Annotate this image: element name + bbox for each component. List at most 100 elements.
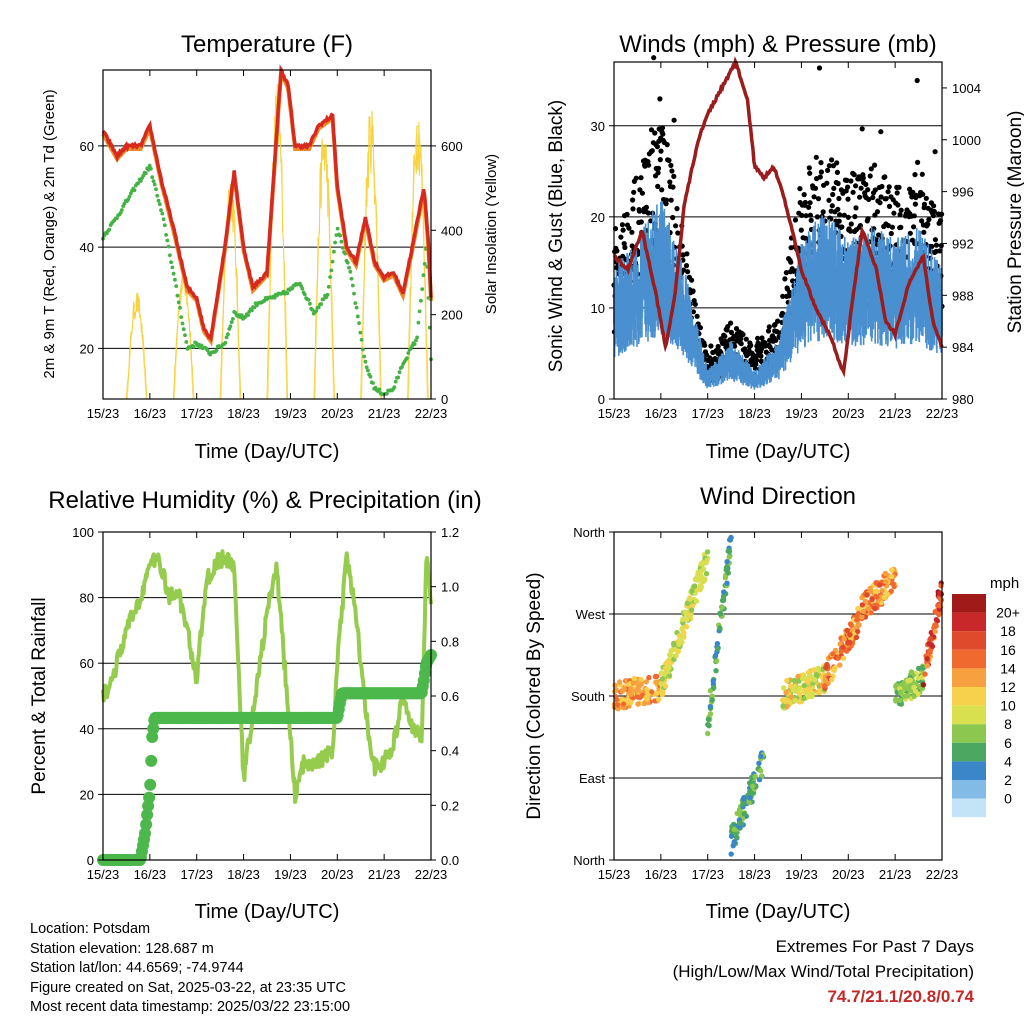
dewpoint-point [169,260,174,265]
gust-point [878,129,884,135]
direction-point [860,608,866,614]
direction-point [666,652,673,658]
direction-point [815,665,821,671]
humidity-left-ticks: 0 20 40 60 80 100 [72,525,103,868]
direction-point [924,656,930,662]
direction-point [705,722,711,728]
solar-insolation-line [125,292,148,400]
dewpoint-point [364,365,369,370]
dewpoint-point [349,276,354,281]
direction-point [855,610,862,617]
direction-point [728,851,734,857]
dewpoint-point [180,321,185,326]
dewpoint-point [335,226,340,231]
legend-label: 16 [1000,642,1016,658]
direction-point [733,834,740,840]
gust-point [620,227,626,233]
direction-point [612,682,618,688]
direction-point [847,632,853,638]
direction-point [635,701,641,707]
y2-tick-label: 1000 [952,133,981,148]
figure-created: Figure created on Sat, 2025-03-22, at 23… [30,979,346,996]
gust-point [759,335,765,341]
gust-point [732,343,738,349]
y2-tick-label: 0.0 [441,853,459,868]
gust-point [681,267,687,273]
dewpoint-point [339,239,344,244]
gust-point [669,168,675,174]
gust-point [655,183,661,189]
direction-point [928,642,935,648]
y2-tick-label: 992 [952,236,974,251]
direction-point [699,560,705,567]
gust-point [683,263,690,269]
direction-point [680,616,686,622]
y2-tick-label: 0 [441,392,448,407]
gust-point [614,248,620,254]
gust-point [836,218,842,224]
dewpoint-point [422,262,427,266]
gust-point [657,96,663,102]
gust-point [775,318,781,324]
gust-point [806,204,812,210]
direction-point [698,568,704,575]
humidity-x-ticks: 15/23 16/23 17/23 18/23 19/23 20/23 21/23 22/23 [87,532,447,882]
direction-point [810,667,816,673]
temperature-x-ticks: 15/23 16/23 17/23 18/23 19/23 20/23 21/23 22/23 [87,70,447,421]
gust-point [919,218,925,224]
direction-point [721,589,727,595]
direction-point [709,697,715,703]
y-tick-label: 40 [80,240,94,255]
dewpoint-point [179,315,184,319]
y-tick-label: 40 [80,722,94,737]
dewpoint-point [326,284,331,289]
gust-point [619,222,626,228]
direction-point [807,673,813,679]
direction-point [628,699,634,706]
y2-tick-label: 0.2 [441,798,459,813]
legend-swatch [952,724,986,743]
y-tick-label: South [571,689,605,704]
dewpoint-point [191,344,196,349]
direction-point [705,716,712,723]
dewpoint-point [250,308,254,313]
dewpoint-point [332,249,336,254]
dewpoint-point [419,298,423,303]
temperature-left-ticks: 20 40 60 [80,139,103,356]
winds-right-ticks: 980 984 988 992 996 1000 1004 [942,81,981,407]
gust-point [738,341,744,347]
direction-point [643,679,649,685]
direction-point [758,768,764,774]
gust-point [753,357,760,363]
y-tick-label: 100 [72,525,94,540]
temperature-frame [102,69,432,400]
direction-point [780,703,786,709]
direction-point [703,571,710,577]
x-tick-label: 18/23 [227,406,260,421]
gust-point [865,216,871,222]
direction-point [792,697,798,704]
direction-point [797,691,803,698]
direction-point [873,588,879,594]
gust-point [748,342,754,348]
gust-point [932,149,938,155]
direction-point [882,570,889,577]
dewpoint-point [159,208,163,213]
x-tick-label: 17/23 [180,406,213,421]
legend-label: 6 [1004,735,1012,751]
dewpoint-point [181,327,186,332]
direction-point [689,588,695,594]
dewpoint-point [166,244,171,249]
direction-point [728,833,735,839]
x-tick-label: 16/23 [645,406,678,421]
dewpoint-point [420,287,425,291]
gust-point [803,213,809,219]
x-tick-label: 16/23 [134,406,167,421]
gust-point [898,207,904,213]
gust-point [845,214,851,220]
gust-point [814,214,821,220]
direction-point [719,597,726,604]
dewpoint-point [392,385,397,390]
gust-point [896,184,902,190]
